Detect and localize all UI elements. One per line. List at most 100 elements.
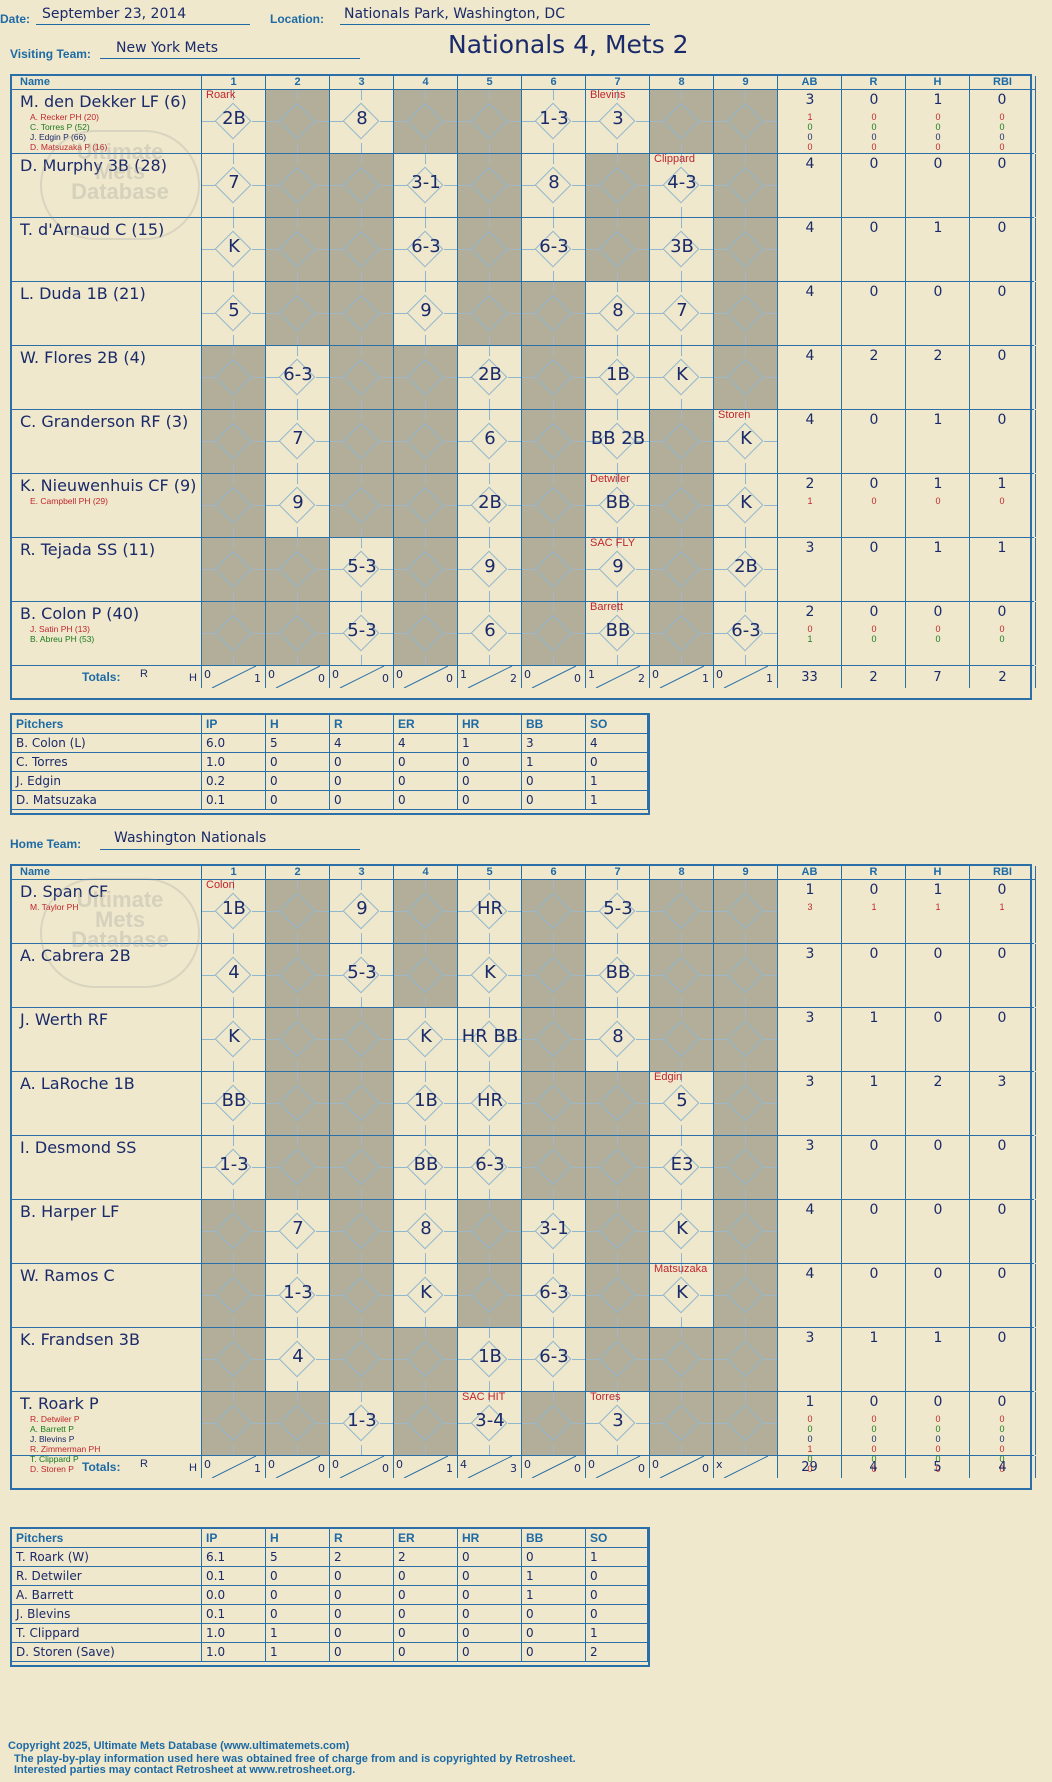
inning-cell: 4: [266, 1328, 330, 1391]
inning-cell: [266, 282, 330, 345]
inning-runs: 0: [204, 1458, 211, 1471]
scorecard-grid: Name 1 2 3 4 5 6 7 8 9 AB R H RBI D. Span CF M. Taylor …: [10, 864, 1036, 1490]
sub-stats: 1: [970, 902, 1034, 912]
inning-cell: [394, 880, 458, 943]
inning-cell: [714, 90, 778, 153]
inning-cell: 3 Blevins: [586, 90, 650, 153]
sub-stat-value: 0: [999, 1434, 1005, 1444]
batter-name: K. Frandsen 3B: [20, 1330, 140, 1349]
batter-stat: 0: [842, 538, 906, 601]
diamond: [534, 1020, 572, 1058]
stat-value: 0: [933, 1010, 943, 1026]
inning-note: Colon: [206, 880, 235, 891]
diamond: [406, 102, 444, 140]
batter-stat: 1: [906, 218, 970, 281]
inning-cell: 8: [394, 1200, 458, 1263]
inning-cell: [522, 944, 586, 1007]
sub-stat-value: 0: [807, 1434, 813, 1444]
diamond: [214, 1340, 252, 1378]
sub-stat-value: 0: [999, 112, 1005, 122]
batter-stat: 4: [778, 1200, 842, 1263]
pitcher-stat: 3: [522, 734, 586, 753]
pitcher-stat: 0.0: [202, 1586, 266, 1605]
inning-cell: 2B: [458, 346, 522, 409]
batter-row: K. Frandsen 3B 4 1B 6-3 3 1 1 0: [12, 1328, 1036, 1392]
home-team-name: Washington Nationals: [114, 830, 267, 846]
stat-value: 4: [805, 1266, 815, 1282]
pitcher-stat: 0: [330, 1605, 394, 1624]
column-header: 5: [458, 866, 522, 880]
sub-stat-value: 0: [999, 624, 1005, 634]
stat-value: 0: [997, 412, 1007, 428]
inning-cell: 7: [266, 410, 330, 473]
batter-row: A. Cabrera 2B 4 5-3 K BB 3 0 0 0: [12, 944, 1036, 1008]
pitcher-row: R. Detwiler 0.1 0 0 0 0 1 0: [12, 1567, 648, 1586]
sub-stats: 1: [842, 902, 906, 912]
inning-cell: [202, 410, 266, 473]
inning-cell: [714, 1136, 778, 1199]
diamond: [342, 1212, 380, 1250]
inning-cell: 1B: [586, 346, 650, 409]
stat-value: 3: [805, 1330, 815, 1346]
inning-cell: [266, 154, 330, 217]
batter-stat: 1: [906, 410, 970, 473]
home-team-label: Home Team:: [10, 837, 82, 851]
pitcher-stat: 1: [586, 1548, 648, 1567]
pitcher-row: C. Torres 1.0 0 0 0 0 1 0: [12, 753, 648, 772]
inning-cell: 3B: [650, 218, 714, 281]
batter-name-cell: W. Flores 2B (4): [12, 346, 202, 409]
inning-cell: [586, 218, 650, 281]
diamond: [406, 1340, 444, 1378]
home-pitchers-table: Pitchers IP H R ER HR BB SO T. Roark (W) 6.1 5 2 2 0 0…: [10, 1527, 650, 1667]
stat-value: 0: [869, 476, 879, 492]
sub-stat-value: 0: [935, 624, 941, 634]
stat-value: 2: [869, 348, 879, 364]
batter-row: B. Colon P (40) J. Satin PH (13) B. Abreu …: [12, 602, 1036, 666]
inning-cell: K: [650, 346, 714, 409]
batter-name-cell: W. Ramos C: [12, 1264, 202, 1327]
inning-cell: [586, 1136, 650, 1199]
diamond: [278, 102, 316, 140]
batter-row: L. Duda 1B (21) 5 9 8 7 4 0 0 0: [12, 282, 1036, 346]
inning-cell: [394, 474, 458, 537]
column-header: H: [906, 76, 970, 90]
inning-cell: [586, 1328, 650, 1391]
stat-value: 0: [997, 220, 1007, 236]
play-result: 6-3: [539, 1282, 569, 1303]
total-stat-value: 5: [933, 1460, 942, 1475]
inning-cell: K: [394, 1008, 458, 1071]
totals-row: Totals: R H 0 1 0 0 0 0 0 1 4 3 0 0 0 0 0 0 x 29 4 5 4: [12, 1456, 1036, 1478]
diamond: [534, 422, 572, 460]
pitchers-header: Pitchers IP H R ER HR BB SO: [12, 715, 648, 734]
location-label: Location:: [270, 12, 324, 26]
batter-name: J. Werth RF: [20, 1010, 109, 1029]
stat-value: 0: [997, 156, 1007, 172]
stat-value: 0: [997, 1202, 1007, 1218]
play-result: 6: [484, 428, 496, 449]
play-result: HR: [476, 1090, 504, 1111]
diamond: [662, 422, 700, 460]
batter-stat: 4: [778, 282, 842, 345]
stat-value: 0: [997, 92, 1007, 108]
play-result: 8: [420, 1218, 432, 1239]
diamond: [662, 550, 700, 588]
batter-stat: 0: [906, 1264, 970, 1327]
play-result: 7: [292, 1218, 304, 1239]
column-header: 8: [650, 76, 714, 90]
inning-cell: [394, 538, 458, 601]
diamond: [726, 892, 764, 930]
inning-cell: [266, 602, 330, 665]
batter-row: T. Roark P R. Detwiler P A. Barrett P J. Bl…: [12, 1392, 1036, 1474]
stat-value: 1: [933, 476, 943, 492]
sub-stat-value: 1: [935, 902, 941, 912]
batter-stat: 4: [778, 154, 842, 217]
pitcher-row: D. Matsuzaka 0.1 0 0 0 0 0 1: [12, 791, 648, 810]
pitcher-stat: 0: [586, 1586, 648, 1605]
